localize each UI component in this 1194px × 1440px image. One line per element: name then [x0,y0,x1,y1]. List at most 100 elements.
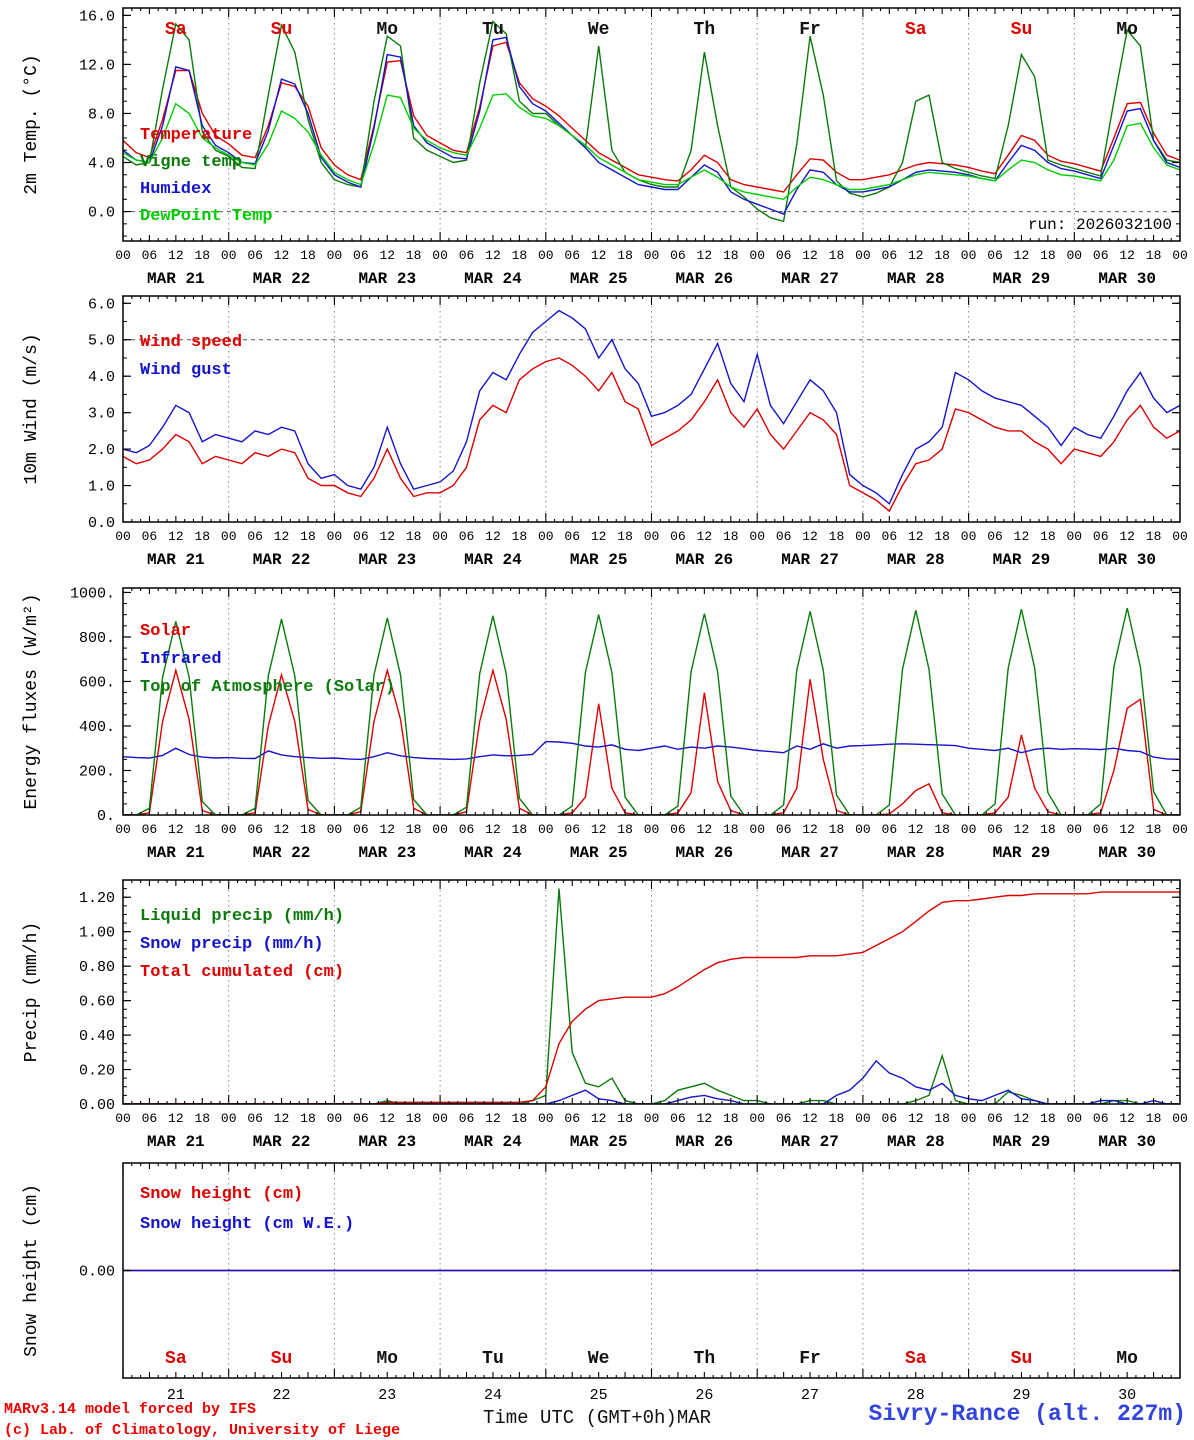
y-tick-label: 600. [79,674,115,691]
hour-tick-label: 06 [882,822,898,837]
weekday-label: Mo [376,1349,398,1369]
hour-tick-label: 06 [1093,248,1109,263]
day-label: MAR 30 [1098,844,1156,862]
hour-tick-label: 00 [1066,529,1082,544]
hour-tick-label: 06 [459,248,475,263]
hour-tick-label: 12 [802,529,818,544]
y-tick-label: 1.00 [79,925,115,942]
legend-liquid-precip-mm-h-: Liquid precip (mm/h) [140,907,344,926]
hour-tick-label: 12 [908,822,924,837]
hour-tick-label: 00 [432,529,448,544]
hour-tick-label: 18 [300,1111,316,1126]
hour-tick-label: 18 [934,248,950,263]
hour-tick-label: 12 [168,822,184,837]
hour-tick-label: 12 [697,822,713,837]
legend-top-of-atmosphere-solar-: Top of Atmosphere (Solar) [140,678,395,697]
hour-tick-label: 00 [855,529,871,544]
day-label: MAR 21 [147,270,205,288]
hour-tick-label: 12 [1119,1111,1135,1126]
hour-tick-label: 06 [776,529,792,544]
hour-tick-label: 00 [538,1111,554,1126]
series-wind-speed-line [123,357,1180,513]
hour-tick-label: 06 [1093,822,1109,837]
y-tick-label: 5.0 [88,333,115,350]
day-label: MAR 24 [464,270,522,288]
legend-vigne-temp: Vigne temp [140,153,242,172]
day-label: MAR 24 [464,844,522,862]
y-axis-title: 10m Wind (m/s) [22,333,42,484]
day-number-label: 25 [590,1387,608,1404]
day-number-label: 28 [907,1387,925,1404]
weekday-label: Su [1011,20,1033,40]
time-axis-text: Time UTC (GMT+0h) [482,1407,677,1429]
day-label: MAR 28 [887,844,945,862]
credit-line-1: MARv3.14 model forced by IFS [4,1401,257,1418]
hour-tick-label: 18 [1040,248,1056,263]
hour-tick-label: 18 [829,248,845,263]
day-label: MAR 28 [887,1133,945,1151]
hour-tick-label: 12 [591,1111,607,1126]
hour-tick-label: 06 [882,1111,898,1126]
hour-tick-label: 00 [644,822,660,837]
hour-tick-label: 12 [1119,529,1135,544]
hour-tick-label: 12 [1014,822,1030,837]
legend-snow-height-cm-: Snow height (cm) [140,1185,303,1204]
day-number-label: 21 [167,1387,185,1404]
hour-tick-label: 12 [1014,1111,1030,1126]
hour-tick-label: 18 [194,529,210,544]
legend-snow-precip-mm-h-: Snow precip (mm/h) [140,935,324,954]
hour-tick-label: 00 [327,529,343,544]
y-tick-label: 0.00 [79,1264,115,1281]
panel-10m-wind: 0.0 1.0 2.0 3.0 4.0 5.0 6.0 10m Wind (m/s) Wind … [22,295,1188,569]
hour-tick-label: 06 [247,529,263,544]
hour-tick-label: 18 [617,822,633,837]
hour-tick-label: 06 [142,529,158,544]
credit-line-2: (c) Lab. of Climatology, University of L… [4,1422,401,1439]
hour-tick-label: 00 [1066,248,1082,263]
hour-tick-label: 12 [697,248,713,263]
hour-tick-label: 00 [961,248,977,263]
hour-tick-label: 12 [908,1111,924,1126]
weekday-label: Su [271,20,293,40]
panel-border [122,295,1181,523]
hour-tick-label: 18 [1040,1111,1056,1126]
series-solar-line [123,667,1180,815]
series-snow-precip-mm-h--line [123,1059,1180,1104]
hour-tick-label: 00 [855,248,871,263]
hour-tick-label: 12 [591,248,607,263]
day-label: MAR 24 [464,1133,522,1151]
hour-tick-label: 00 [1172,248,1188,263]
day-label: MAR 29 [993,551,1051,569]
hour-tick-label: 18 [1040,822,1056,837]
hour-tick-label: 12 [485,1111,501,1126]
y-tick-label: 1.0 [88,479,115,496]
hour-tick-label: 06 [670,248,686,263]
day-label: MAR 25 [570,551,628,569]
hour-tick-label: 06 [1093,1111,1109,1126]
hour-tick-label: 06 [459,1111,475,1126]
time-axis-label: Time UTC (GMT+0h)MAR [0,1407,1194,1429]
hour-tick-label: 12 [379,1111,395,1126]
hour-tick-label: 18 [1146,822,1162,837]
hour-tick-label: 00 [1172,822,1188,837]
weekday-label: Th [694,1349,716,1369]
hour-tick-label: 18 [194,1111,210,1126]
hour-tick-label: 06 [247,822,263,837]
y-tick-label: 800. [79,630,115,647]
hour-tick-label: 06 [459,822,475,837]
hour-tick-label: 12 [802,1111,818,1126]
hour-tick-label: 12 [802,248,818,263]
hour-tick-label: 00 [1172,529,1188,544]
y-tick-label: 400. [79,719,115,736]
y-tick-label: 200. [79,763,115,780]
hour-tick-label: 06 [987,529,1003,544]
y-tick-label: 8.0 [88,106,115,123]
hour-tick-label: 00 [115,248,131,263]
weekday-label: Su [1011,1349,1033,1369]
weekday-label: Su [271,1349,293,1369]
series-top-of-atmosphere-solar--line [123,607,1180,815]
day-label: MAR 26 [676,551,734,569]
hour-tick-label: 06 [1093,529,1109,544]
hour-tick-label: 00 [749,529,765,544]
hour-tick-label: 00 [538,248,554,263]
